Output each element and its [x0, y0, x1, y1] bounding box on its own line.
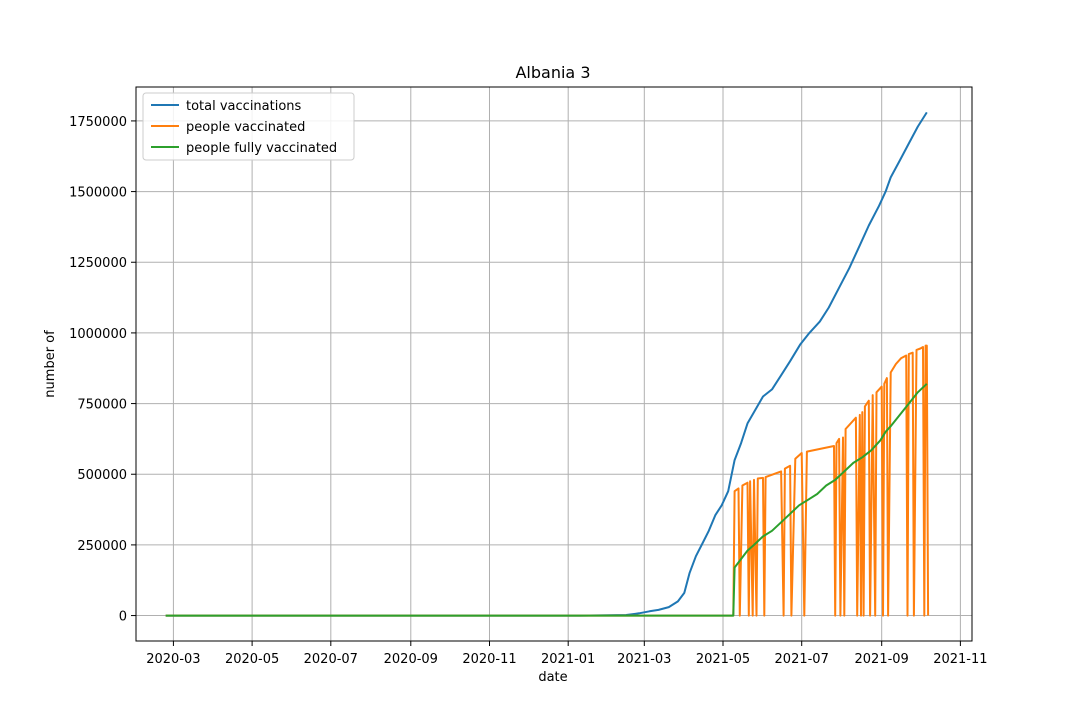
series-line-1 — [165, 344, 930, 617]
legend-label: total vaccinations — [186, 99, 302, 114]
y-tick-label: 0 — [119, 610, 127, 625]
y-tick-label: 1250000 — [69, 256, 127, 271]
x-tick-label: 2020-07 — [304, 652, 358, 667]
legend: total vaccinations people vaccinated peopl… — [142, 92, 355, 161]
legend-label: people vaccinated — [186, 120, 305, 135]
legend-label: people fully vaccinated — [186, 141, 337, 156]
x-axis-label: date — [538, 670, 567, 685]
x-tick-label: 2020-09 — [384, 652, 438, 667]
y-tick-label: 250000 — [77, 539, 127, 554]
series-line-0 — [165, 111, 928, 617]
grid-lines — [136, 87, 972, 641]
y-tick-label: 1750000 — [69, 115, 127, 130]
x-tick-label: 2020-11 — [462, 652, 516, 667]
y-tick-label: 1000000 — [69, 327, 127, 342]
y-tick-label: 750000 — [77, 398, 127, 413]
y-tick-label: 500000 — [77, 468, 127, 483]
series-lines — [165, 111, 930, 617]
x-tick-label: 2021-09 — [855, 652, 909, 667]
x-tick-label: 2021-03 — [617, 652, 671, 667]
y-axis-label: number of — [43, 330, 58, 398]
series-line-2 — [165, 383, 928, 617]
y-tick-label: 1500000 — [69, 186, 127, 201]
x-tick-label: 2020-03 — [146, 652, 200, 667]
x-tick-label: 2021-07 — [775, 652, 829, 667]
legend-box — [142, 92, 355, 161]
chart-title: Albania 3 — [515, 63, 590, 82]
x-tick-label: 2021-11 — [933, 652, 987, 667]
y-axis: 0 250000 500000 750000 1000000 1250000 1500000… — [69, 115, 136, 625]
x-tick-label: 2021-01 — [541, 652, 595, 667]
x-axis: 2020-03 2020-05 2020-07 2020-09 2020-11 2021-… — [146, 641, 988, 667]
plot-frame — [135, 86, 973, 642]
x-tick-label: 2020-05 — [225, 652, 279, 667]
x-tick-label: 2021-05 — [696, 652, 750, 667]
